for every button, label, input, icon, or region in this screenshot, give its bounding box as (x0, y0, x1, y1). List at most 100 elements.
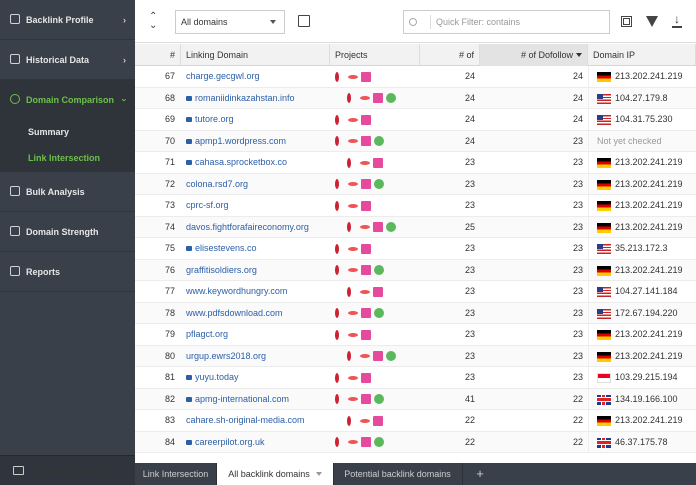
dofollow-backlinks: 23 (572, 157, 583, 167)
nav-item[interactable]: Bulk Analysis (0, 172, 135, 212)
country-flag (597, 72, 611, 82)
linking-domain[interactable]: tutore.org (195, 114, 234, 124)
filter-button[interactable] (646, 16, 658, 27)
quick-filter[interactable]: Quick Filter: contains (403, 10, 610, 34)
linking-domain[interactable]: apmg-international.com (195, 393, 290, 404)
backlinks: 22 (464, 436, 475, 447)
column-header[interactable]: Linking Domain (181, 44, 330, 66)
nav-sub-item[interactable]: Summary (28, 127, 70, 137)
linking-domain[interactable]: yuyu.today (195, 372, 239, 382)
table-row[interactable]: 75 elisestevens.co 23 23 35.213.172.3 (135, 238, 696, 260)
linking-domain[interactable]: cahare.sh-original-media.com (186, 415, 305, 425)
column-header[interactable]: # (135, 44, 181, 66)
nav-sub-item[interactable]: Link Intersection (28, 153, 101, 163)
linking-domain[interactable]: davos.fightforafaireconomy.org (186, 221, 309, 232)
table-row[interactable]: 83 cahare.sh-original-media.com 22 22 213.20… (135, 410, 696, 432)
domain-cell[interactable]: apmg-international.com (186, 389, 331, 410)
table-row[interactable]: 78 www.pdfsdownload.com 23 23 172.67.194.220 (135, 302, 696, 324)
ip-cell: Not yet checked (588, 130, 696, 152)
grid-view-button[interactable] (621, 16, 632, 27)
table-row[interactable]: 77 www.keywordhungry.com 23 23 104.27.141.18… (135, 281, 696, 303)
domain-cell[interactable]: pflagct.org (186, 324, 331, 345)
domain-cell[interactable]: charge.gecgwl.org (186, 66, 331, 87)
tab[interactable]: Link Intersection (135, 463, 217, 485)
nav-item[interactable]: Domain Comparison › (0, 80, 135, 172)
linking-domain[interactable]: www.keywordhungry.com (186, 286, 288, 296)
row-number: 83 (164, 415, 175, 425)
linking-domain[interactable]: careerpilot.org.uk (195, 436, 265, 447)
linking-domain[interactable]: graffitisoldiers.org (186, 264, 257, 275)
edit-button[interactable] (298, 15, 310, 27)
linking-domain[interactable]: apmp1.wordpress.com (195, 135, 287, 146)
column-header[interactable]: Domain IP (588, 44, 696, 66)
linking-domain[interactable]: urgup.ewrs2018.org (186, 350, 267, 361)
table-row[interactable]: 67 charge.gecgwl.org 24 24 213.202.241.219 (135, 66, 696, 88)
table-row[interactable]: 80 urgup.ewrs2018.org 23 23 213.202.241.219 (135, 345, 696, 367)
nav-item[interactable]: Domain Strength (0, 212, 135, 252)
project-icon (361, 437, 371, 447)
linking-domain[interactable]: www.pdfsdownload.com (186, 307, 283, 318)
domain-cell[interactable]: cprc-sf.org (186, 195, 331, 216)
project-icons (335, 66, 415, 87)
domain-cell[interactable]: www.pdfsdownload.com (186, 303, 331, 324)
table-row[interactable]: 79 pflagct.org 23 23 213.202.241.219 (135, 324, 696, 346)
linking-domain[interactable]: charge.gecgwl.org (186, 71, 260, 81)
nav-item[interactable]: Historical Data › (0, 40, 135, 80)
dofollow-backlinks: 23 (572, 243, 583, 253)
add-tab-button[interactable]: + (476, 466, 484, 481)
select-value: All domains (181, 17, 228, 27)
table-row[interactable]: 70 apmp1.wordpress.com 24 23 Not yet checked (135, 130, 696, 152)
table-row[interactable]: 84 careerpilot.org.uk 22 22 46.37.175.78 (135, 431, 696, 453)
nav-item[interactable]: Backlink Profile › (0, 0, 135, 40)
sort-toggle[interactable]: ⌃ ⌄ (149, 11, 158, 31)
domain-ip: 103.29.215.194 (615, 372, 678, 382)
table-row[interactable]: 76 graffitisoldiers.org 23 23 213.202.241.21… (135, 259, 696, 281)
table-row[interactable]: 69 tutore.org 24 24 104.31.75.230 (135, 109, 696, 131)
linking-domain[interactable]: romaniidinkazahstan.info (195, 92, 295, 103)
table-row[interactable]: 68 romaniidinkazahstan.info 24 24 104.27.179… (135, 87, 696, 109)
domain-cell[interactable]: urgup.ewrs2018.org (186, 346, 331, 367)
domain-cell[interactable]: cahasa.sprocketbox.co (186, 152, 331, 173)
project-icons (335, 389, 415, 410)
table-row[interactable]: 81 yuyu.today 23 23 103.29.215.194 (135, 367, 696, 389)
nav-item[interactable]: Reports (0, 252, 135, 292)
table-row[interactable]: 73 cprc-sf.org 23 23 213.202.241.219 (135, 195, 696, 217)
export-button[interactable]: ↓ (672, 12, 682, 28)
tab[interactable]: Potential backlink domains (333, 463, 463, 485)
domain-cell[interactable]: davos.fightforafaireconomy.org (186, 217, 331, 238)
table-row[interactable]: 82 apmg-international.com 41 22 134.19.166.1… (135, 388, 696, 410)
tab[interactable]: All backlink domains (217, 463, 334, 485)
domain-cell[interactable]: colona.rsd7.org (186, 174, 331, 195)
linking-domain[interactable]: cprc-sf.org (186, 200, 229, 210)
domain-cell[interactable]: www.keywordhungry.com (186, 281, 331, 302)
domain-cell[interactable]: romaniidinkazahstan.info (186, 88, 331, 109)
project-icon (361, 265, 371, 275)
table-row[interactable]: 74 davos.fightforafaireconomy.org 25 23 213.… (135, 216, 696, 238)
column-header[interactable]: # of Backlinks (420, 44, 480, 82)
domain-cell[interactable]: tutore.org (186, 109, 331, 130)
domain-cell[interactable]: careerpilot.org.uk (186, 432, 331, 453)
domain-cell[interactable]: cahare.sh-original-media.com (186, 410, 331, 431)
domain-select[interactable]: All domains (175, 10, 285, 34)
domain-cell[interactable]: elisestevens.co (186, 238, 331, 259)
ip-cell: 35.213.172.3 (588, 238, 696, 259)
backlinks: 23 (464, 200, 475, 210)
table-row[interactable]: 71 cahasa.sprocketbox.co 23 23 213.202.241.2… (135, 152, 696, 174)
project-icon (347, 93, 351, 103)
dofollow-backlinks: 24 (572, 71, 583, 81)
domain-cell[interactable]: yuyu.today (186, 367, 331, 388)
country-flag (597, 394, 611, 405)
domain-cell[interactable]: apmp1.wordpress.com (186, 131, 331, 152)
table-row[interactable]: 72 colona.rsd7.org 23 23 213.202.241.219 (135, 173, 696, 195)
linking-domain[interactable]: elisestevens.co (195, 243, 257, 253)
project-icon (361, 372, 371, 383)
project-icons (335, 238, 415, 259)
linking-domain[interactable]: colona.rsd7.org (186, 178, 249, 189)
domain-cell[interactable]: graffitisoldiers.org (186, 260, 331, 281)
tab-menu-arrow (315, 472, 322, 476)
column-header[interactable]: Projects (330, 44, 420, 66)
linking-domain[interactable]: cahasa.sprocketbox.co (195, 157, 288, 167)
column-header[interactable]: # of Dofollow Backlinks (480, 44, 588, 82)
linking-domain[interactable]: pflagct.org (186, 329, 229, 339)
tab-label: Potential backlink domains (344, 469, 451, 479)
